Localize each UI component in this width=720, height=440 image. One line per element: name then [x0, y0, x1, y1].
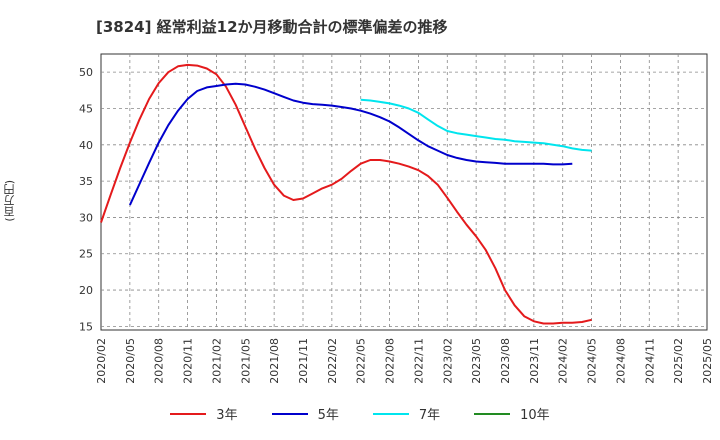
x-gridlines	[129, 54, 679, 330]
x-tick-label: 2025/02	[672, 338, 685, 384]
series-line-5年	[128, 82, 573, 206]
x-tick-label: 2021/11	[297, 338, 310, 384]
chart-title: [3824] 経常利益12か月移動合計の標準偏差の推移	[96, 18, 448, 36]
y-gridlines	[101, 71, 707, 327]
series-lines	[100, 63, 592, 325]
legend-label: 7年	[418, 408, 441, 423]
x-tick-label: 2023/02	[441, 338, 454, 384]
y-tick-label: 40	[79, 139, 93, 152]
x-tick-label: 2022/11	[412, 338, 425, 384]
x-tick-label: 2022/08	[384, 338, 397, 384]
series-line-3年	[100, 63, 592, 325]
plot-area	[100, 53, 708, 331]
x-tick-label: 2020/05	[124, 338, 137, 384]
legend-swatch	[170, 412, 207, 415]
x-tick-label: 2021/08	[268, 338, 281, 384]
x-tick-label: 2020/11	[182, 338, 195, 384]
x-tick-label: 2023/08	[499, 338, 512, 384]
x-tick-label: 2024/05	[586, 338, 599, 384]
x-tick-label: 2023/11	[528, 338, 541, 384]
x-tick-label: 2022/02	[326, 338, 339, 384]
x-tick-label: 2024/08	[614, 338, 627, 384]
x-tick-label: 2025/05	[701, 338, 714, 384]
x-tick-label: 2021/05	[239, 338, 252, 384]
y-tick-label: 15	[79, 320, 93, 333]
y-tick-label: 50	[79, 66, 93, 79]
y-tick-label: 30	[79, 211, 93, 224]
y-tick-label: 25	[79, 248, 93, 261]
y-tick-label: 20	[79, 284, 93, 297]
series-line-7年	[360, 98, 592, 152]
y-tick-label: 45	[79, 102, 93, 115]
legend-item: 3年	[170, 404, 238, 423]
legend-swatch	[271, 412, 308, 415]
x-tick-label: 2021/02	[210, 338, 223, 384]
x-tick-label: 2020/02	[95, 338, 108, 384]
x-tick-label: 2020/08	[153, 338, 166, 384]
y-tick-labels: 15 20 25 30 35 40 45 50	[79, 66, 93, 333]
legend-swatch	[372, 412, 409, 415]
x-tick-label: 2024/11	[643, 338, 656, 384]
legend-item: 7年	[372, 404, 441, 423]
legend-label: 10年	[520, 408, 550, 423]
legend: 3年 5年 7年 10年	[0, 404, 720, 423]
legend-item: 5年	[271, 404, 339, 423]
x-tick-label: 2024/02	[557, 338, 570, 384]
legend-label: 3年	[216, 408, 238, 423]
x-tick-labels: 2020/02 2020/05 2020/08 2020/11 2021/02 2021/…	[95, 338, 714, 384]
legend-swatch	[474, 412, 511, 415]
x-tick-label: 2022/05	[355, 338, 368, 384]
legend-label: 5年	[317, 408, 339, 423]
legend-item: 10年	[474, 404, 550, 423]
y-tick-label: 35	[79, 175, 93, 188]
x-tick-label: 2023/05	[470, 338, 483, 384]
